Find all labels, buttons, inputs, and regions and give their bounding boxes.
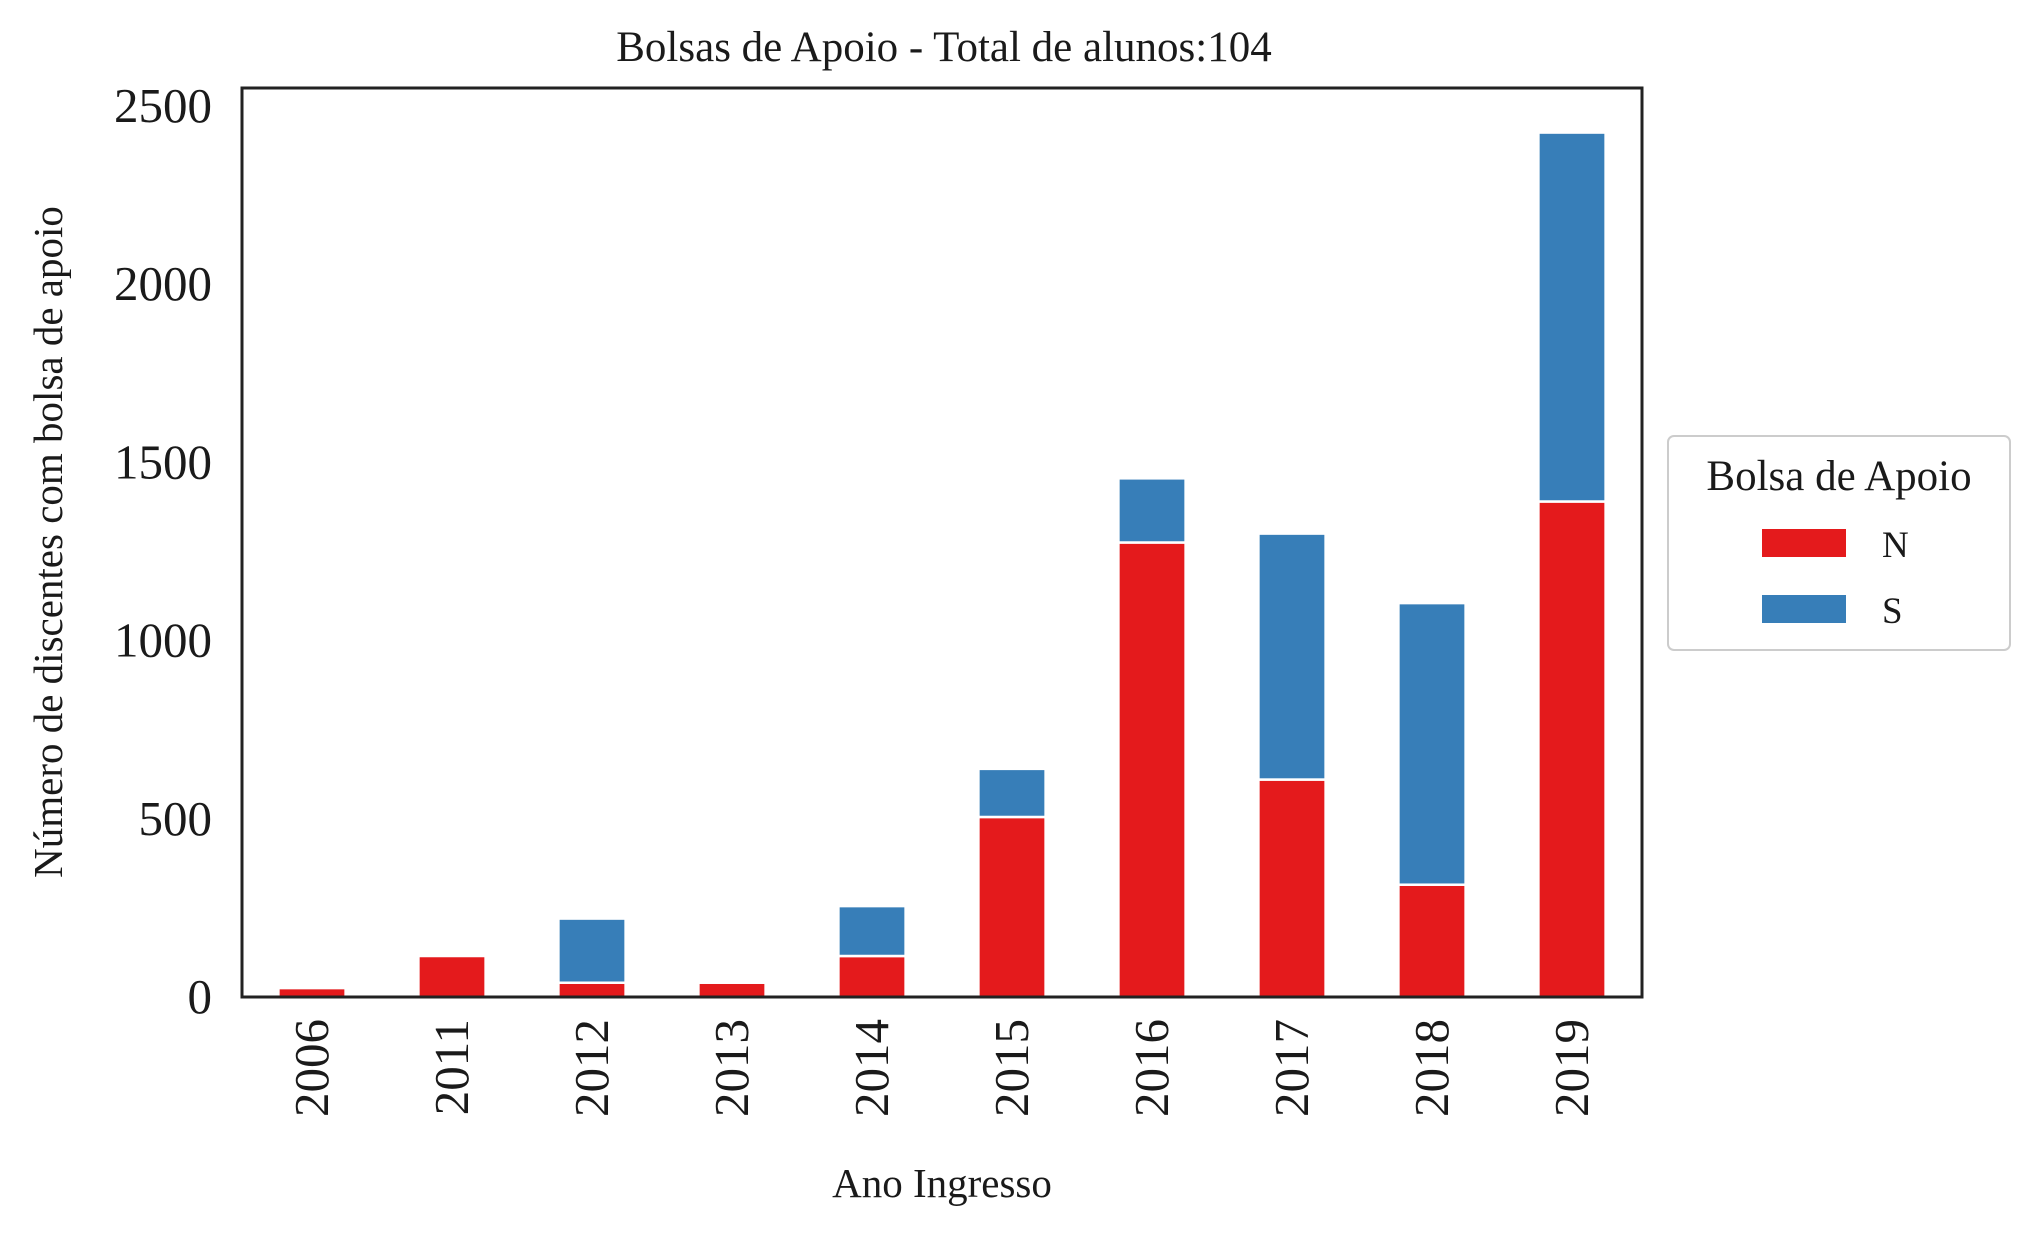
bar-n-2013 xyxy=(697,981,767,999)
legend-swatch-n xyxy=(1762,529,1846,557)
y-tick-label: 2500 xyxy=(114,78,212,133)
y-tick-label: 0 xyxy=(188,969,213,1024)
x-tick-label: 2016 xyxy=(1124,1019,1179,1117)
bar-s-2014 xyxy=(837,904,907,958)
plot-frame xyxy=(240,86,1644,999)
y-tick-label: 2000 xyxy=(114,256,212,311)
legend-label-n: N xyxy=(1882,525,1909,566)
legend-label-s: S xyxy=(1882,591,1903,632)
x-axis-ticks: 2006 2011 2012 2013 2014 2015 2016 2017 2018 2019 xyxy=(284,1019,1599,1117)
legend: Bolsa de Apoio NS xyxy=(1667,435,2011,651)
y-axis-ticks: 0 500 1000 1500 2000 2500 xyxy=(114,78,212,1024)
legend-swatch-s xyxy=(1762,595,1846,623)
bar-s-2016 xyxy=(1117,477,1187,544)
bar-s-2018 xyxy=(1397,601,1467,886)
y-axis-label: Número de discentes com bolsa de apoio xyxy=(25,206,71,878)
bar-n-2017 xyxy=(1257,778,1327,999)
bar-s-2019 xyxy=(1537,131,1607,503)
x-axis-label: Ano Ingresso xyxy=(832,1160,1052,1206)
x-tick-label: 2006 xyxy=(284,1019,339,1117)
bar-n-2012 xyxy=(557,981,627,999)
x-tick-label: 2012 xyxy=(564,1019,619,1117)
bar-n-2019 xyxy=(1537,500,1607,999)
x-tick-label: 2014 xyxy=(844,1019,899,1117)
x-tick-label: 2011 xyxy=(424,1019,479,1115)
bar-s-2017 xyxy=(1257,532,1327,781)
bar-n-2011 xyxy=(417,954,487,999)
x-tick-label: 2015 xyxy=(984,1019,1039,1117)
y-tick-label: 1500 xyxy=(114,434,212,489)
bar-s-2015 xyxy=(977,767,1047,819)
legend-title: Bolsa de Apoio xyxy=(1706,453,1971,500)
bar-n-2014 xyxy=(837,954,907,999)
x-tick-label: 2013 xyxy=(704,1019,759,1117)
bar-n-2016 xyxy=(1117,541,1187,999)
chart-title: Bolsas de Apoio - Total de alunos:104 xyxy=(616,24,1271,71)
bar-n-2015 xyxy=(977,815,1047,999)
y-tick-label: 1000 xyxy=(114,613,212,668)
bar-n-2018 xyxy=(1397,883,1467,999)
bar-s-2012 xyxy=(557,917,627,984)
x-tick-label: 2018 xyxy=(1404,1019,1459,1117)
y-tick-label: 500 xyxy=(139,791,213,846)
legend-items: NS xyxy=(1762,525,1909,632)
x-tick-label: 2019 xyxy=(1544,1019,1599,1117)
bars xyxy=(277,131,1607,999)
x-tick-label: 2017 xyxy=(1264,1019,1319,1117)
